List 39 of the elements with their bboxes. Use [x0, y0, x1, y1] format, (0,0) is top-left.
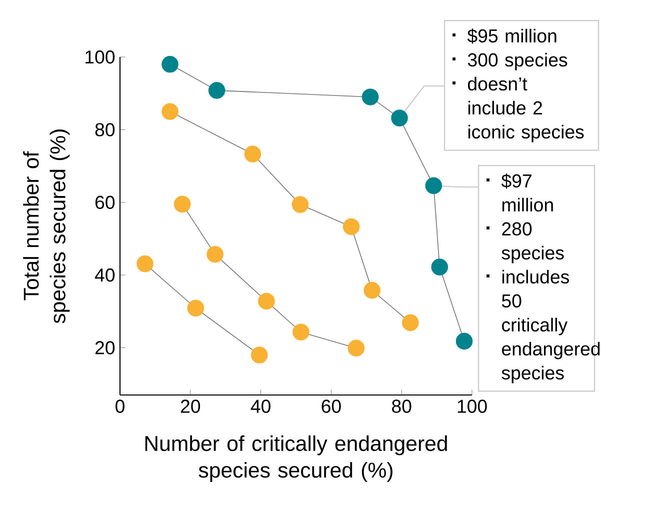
point: [162, 56, 178, 73]
x-tick-label: 80: [392, 400, 412, 413]
point: [456, 332, 473, 350]
point: [431, 258, 448, 276]
point: [402, 314, 419, 332]
annotation: 300 species: [468, 52, 568, 70]
point: [292, 196, 309, 213]
x-axis-title: Number of critically endangered species secured (%): [145, 435, 447, 482]
annotation: $97 million: [501, 174, 553, 212]
x-tick-label: 100: [458, 400, 487, 413]
text: $95 million: [467, 28, 556, 44]
point: [292, 324, 310, 341]
y-tick-label: 40: [94, 268, 115, 282]
point: [187, 300, 204, 317]
point: [258, 292, 275, 310]
x-tick-label: 0: [116, 400, 124, 413]
point: [162, 103, 178, 120]
x-tick-label: 20: [180, 400, 200, 413]
y-axis-title: Total number of species secured (%): [23, 130, 70, 324]
point: [362, 88, 379, 106]
point: [364, 282, 380, 299]
x-tick-label: 60: [322, 400, 341, 413]
point: [244, 146, 262, 162]
y-tick-label: 20: [95, 341, 115, 354]
annotation: doesn’t include 2 iconic species: [468, 76, 584, 142]
point: [136, 255, 154, 272]
x-tick-label: 40: [250, 400, 270, 413]
point: [250, 346, 268, 364]
point: [208, 82, 226, 99]
y-tick-label: 80: [95, 123, 115, 136]
point: [391, 110, 408, 126]
text: includes 50 critically endangered species: [502, 270, 600, 384]
y-tick-label: 100: [86, 50, 115, 64]
y-tick-label: 60: [95, 196, 115, 209]
point: [348, 340, 365, 357]
point: [174, 196, 191, 213]
point: [342, 218, 360, 236]
point: [206, 246, 224, 263]
point: [425, 177, 442, 194]
